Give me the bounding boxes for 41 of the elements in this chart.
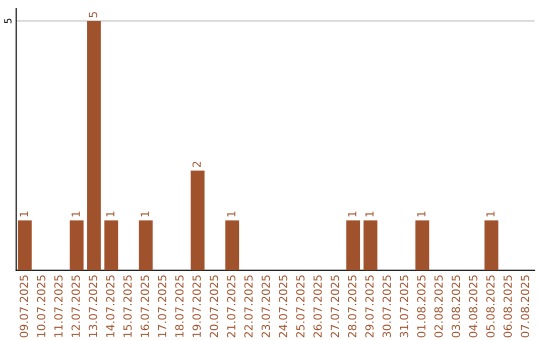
data-label: 1 [140, 212, 149, 216]
x-tick-label: 26.07.2025 [313, 275, 322, 338]
data-label: 1 [106, 212, 114, 216]
x-tick-label: 21.07.2025 [227, 275, 236, 338]
x-tick-label: 31.07.2025 [400, 275, 408, 338]
data-label: 2 [192, 162, 201, 167]
x-tick-label: 10.07.2025 [36, 275, 46, 337]
x-tick-label: 05.08.2025 [486, 275, 495, 338]
data-label: 5 [88, 12, 98, 18]
x-tick-label: 12.07.2025 [72, 275, 80, 337]
data-label: 1 [227, 212, 236, 216]
x-tick-label: 04.08.2025 [468, 275, 478, 338]
x-tick-label: 14.07.2025 [106, 275, 114, 337]
data-label: 1 [72, 212, 80, 216]
x-tick-label: 30.07.2025 [382, 275, 391, 338]
x-tick-label: 29.07.2025 [365, 275, 374, 338]
x-tick-label: 11.07.2025 [54, 275, 63, 337]
data-label: 1 [486, 212, 494, 216]
x-tick-label: 15.07.2025 [123, 275, 132, 337]
x-tick-label: 02.08.2025 [434, 275, 443, 338]
x-tick-label: 25.07.2025 [296, 275, 305, 338]
x-tick-label: 24.07.2025 [278, 275, 288, 338]
x-tick-label: 23.07.2025 [262, 275, 270, 338]
x-tick-label: 22.07.2025 [244, 275, 253, 338]
x-tick-label: 19.07.2025 [192, 275, 201, 337]
data-label: 1 [417, 212, 426, 216]
x-tick-label: 28.07.2025 [348, 275, 356, 338]
x-tick-label: 07.08.2025 [520, 275, 530, 338]
x-tick-label: 01.08.2025 [417, 275, 426, 338]
x-tick-label: 18.07.2025 [175, 275, 184, 337]
x-tick-label: 03.08.2025 [452, 275, 460, 338]
x-tick-label: 13.07.2025 [88, 275, 98, 337]
data-label: 1 [348, 212, 356, 216]
x-tick-label: 20.07.2025 [210, 275, 218, 338]
x-tick-label: 09.07.2025 [20, 275, 28, 338]
x-tick-label: 27.07.2025 [330, 275, 340, 338]
data-label: 1 [365, 212, 374, 216]
data-label: 1 [20, 212, 28, 216]
x-tick-label: 17.07.2025 [158, 275, 166, 337]
x-tick-label: 06.08.2025 [504, 275, 512, 338]
x-tick-label: 16.07.2025 [140, 275, 150, 337]
